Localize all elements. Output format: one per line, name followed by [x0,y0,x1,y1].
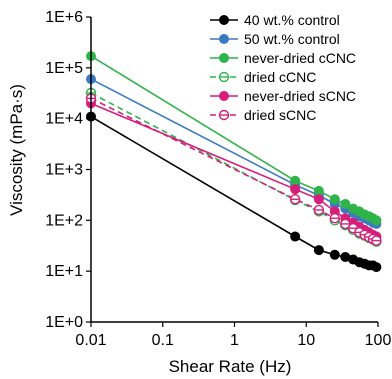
legend-item: dried sCNC [210,107,316,123]
legend-marker [219,34,229,44]
series-0 [86,111,382,273]
y-tick-label: 1E+1 [45,263,83,280]
axes: 1E+0 1E+1 1E+2 1E+3 1E+4 1E+5 1E+6 0.01 0.1 1 10 10… [45,9,391,349]
legend-marker [219,15,229,25]
legend-label: dried sCNC [244,107,316,123]
legend-marker [218,71,230,83]
y-axis-title: Viscosity (mPa·s) [7,84,26,216]
x-tick-label: 1 [230,332,239,349]
data-point [290,231,301,242]
data-point [371,215,382,226]
y-tick-label: 1E+2 [45,212,83,229]
y-tick-label: 1E+0 [45,314,83,331]
legend-label: never-dried sCNC [244,88,356,104]
legend-marker [219,91,229,101]
data-point [340,218,351,230]
data-point [340,198,351,209]
data-point [313,204,325,216]
y-tick-label: 1E+4 [45,111,83,128]
y-tick-label: 1E+3 [45,162,83,179]
data-point [371,235,382,246]
legend-label: 50 wt.% control [244,31,340,47]
data-point [371,262,382,273]
data-point [329,213,341,224]
legend-label: never-dried cCNC [244,50,356,66]
series-5 [85,93,382,246]
legend-marker [219,53,229,63]
legend-item: 50 wt.% control [210,31,340,47]
legend: 40 wt.% control 50 wt.% control never-drie… [210,12,356,123]
series-layer [85,51,382,273]
x-tick-label: 10 [297,332,315,349]
x-tick-label: 100 [365,332,392,349]
legend-item: dried cCNC [210,69,316,85]
data-point [329,249,340,260]
y-tick-label: 1E+6 [45,9,83,26]
y-tick-label: 1E+5 [45,60,83,77]
data-point [313,245,324,256]
legend-item: 40 wt.% control [210,12,340,28]
data-point [289,194,301,205]
x-tick-label: 0.01 [75,332,106,349]
x-axis-title: Shear Rate (Hz) [169,357,292,376]
legend-item: never-dried cCNC [210,50,356,66]
series-line [90,115,377,268]
data-point [290,175,301,186]
legend-label: 40 wt.% control [244,12,340,28]
data-point [313,185,324,196]
legend-item: never-dried sCNC [210,88,356,104]
data-point [290,184,301,195]
data-point [313,194,324,205]
data-point [329,194,340,205]
legend-marker [218,109,230,121]
legend-label: dried cCNC [244,69,316,85]
x-tick-label: 0.1 [152,332,174,349]
